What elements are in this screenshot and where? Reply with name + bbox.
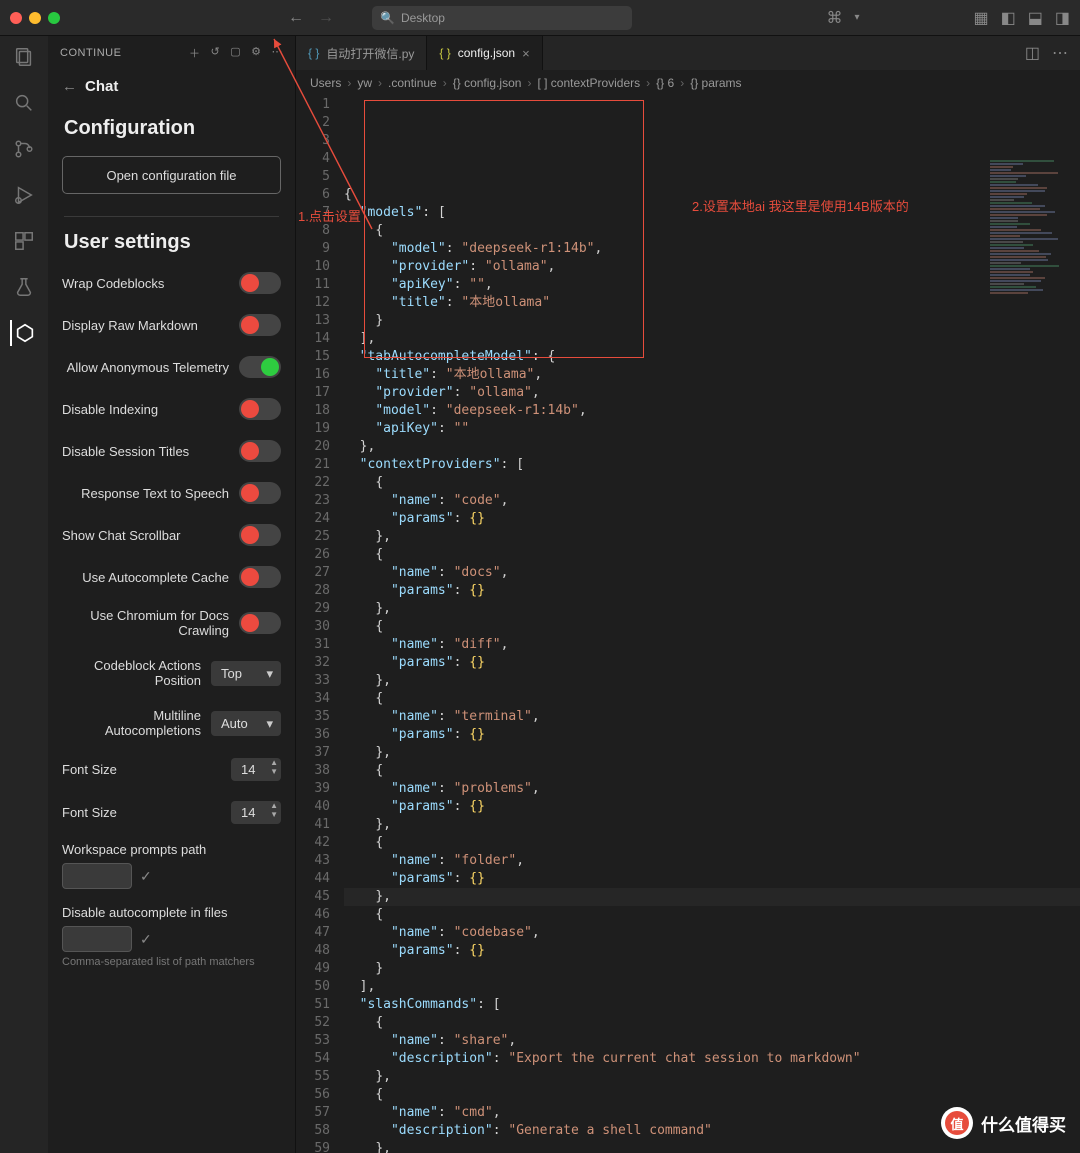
layout-grid-icon[interactable]: ▦: [974, 8, 989, 28]
back-chat-icon[interactable]: ←: [62, 78, 77, 95]
activity-bar: [0, 36, 48, 1153]
toggle-switch[interactable]: [239, 482, 281, 504]
open-config-button[interactable]: Open configuration file: [62, 156, 281, 194]
annotation-2: 2.设置本地ai 我这里是使用14B版本的: [692, 196, 909, 215]
continue-icon[interactable]: [10, 320, 36, 346]
file-icon: { }: [439, 46, 450, 60]
file-icon: { }: [308, 46, 319, 60]
forward-icon[interactable]: →: [318, 9, 334, 27]
editor-tab[interactable]: { } 自动打开微信.py: [296, 36, 427, 70]
search-activity-icon[interactable]: [11, 90, 37, 116]
watermark-badge-icon: 值: [941, 1107, 973, 1139]
setting-help: Comma-separated list of path matchers: [62, 956, 281, 968]
toggle-switch[interactable]: [239, 356, 281, 378]
setting-label: Codeblock Actions Position: [62, 658, 211, 688]
setting-label: Show Chat Scrollbar: [62, 528, 239, 543]
toggle-switch[interactable]: [239, 440, 281, 462]
setting-label: Display Raw Markdown: [62, 318, 239, 333]
user-settings-heading: User settings: [48, 217, 295, 262]
setting-label: Response Text to Speech: [62, 486, 239, 501]
close-window[interactable]: [10, 12, 22, 24]
panel-bottom-icon[interactable]: ⬓: [1028, 8, 1043, 28]
breadcrumb-item[interactable]: {} 6: [656, 76, 674, 90]
chat-title: Chat: [85, 78, 118, 95]
setting-label: Disable Indexing: [62, 402, 239, 417]
breadcrumb-item[interactable]: {} config.json: [453, 76, 522, 90]
toggle-switch[interactable]: [239, 314, 281, 336]
check-icon[interactable]: ✓: [140, 868, 152, 885]
panel-left-icon[interactable]: ◧: [1001, 8, 1016, 28]
titlebar: ← → 🔍 Desktop ⌘ ▾ ▦ ◧ ⬓ ◨: [0, 0, 1080, 36]
breadcrumb-item[interactable]: .continue: [388, 76, 437, 90]
breadcrumb-item[interactable]: yw: [357, 76, 372, 90]
select-dropdown[interactable]: Top: [211, 661, 281, 686]
gear-icon[interactable]: ⚙: [251, 45, 261, 61]
panel-right-icon[interactable]: ◨: [1055, 8, 1070, 28]
setting-label: Wrap Codeblocks: [62, 276, 239, 291]
breadcrumb[interactable]: Users›yw›.continue›{} config.json›[ ] co…: [296, 70, 1080, 96]
sidebar-title: CONTINUE: [60, 47, 121, 59]
editor-tab[interactable]: { } config.json ×: [427, 36, 542, 70]
toggle-switch[interactable]: [239, 524, 281, 546]
history-icon[interactable]: ↺: [211, 45, 221, 61]
split-editor-icon[interactable]: ◫: [1025, 43, 1040, 63]
setting-label: Allow Anonymous Telemetry: [62, 360, 239, 375]
tab-label: config.json: [458, 46, 515, 60]
breadcrumb-item[interactable]: {} params: [690, 76, 741, 90]
more-tab-icon[interactable]: ⋯: [1052, 43, 1068, 63]
window-controls: [10, 12, 60, 24]
setting-label: Use Chromium for Docs Crawling: [62, 608, 239, 638]
watermark: 值 什么值得买: [941, 1107, 1066, 1139]
editor-area: { } 自动打开微信.py { } config.json × ◫ ⋯ Users›yw…: [296, 36, 1080, 1153]
more-icon[interactable]: ⋯: [272, 45, 284, 61]
watermark-text: 什么值得买: [981, 1111, 1066, 1136]
breadcrumb-item[interactable]: [ ] contextProviders: [537, 76, 640, 90]
plus-icon[interactable]: ＋: [189, 45, 201, 61]
setting-label: Multiline Autocompletions: [62, 708, 211, 738]
debug-icon[interactable]: [11, 182, 37, 208]
config-heading: Configuration: [48, 103, 295, 148]
toggle-switch[interactable]: [239, 612, 281, 634]
search-icon: 🔍: [380, 11, 395, 25]
toggle-switch[interactable]: [239, 566, 281, 588]
command-center[interactable]: 🔍 Desktop: [372, 6, 632, 30]
extensions-icon[interactable]: [11, 228, 37, 254]
sidebar: CONTINUE ＋ ↺ ▢ ⚙ ⋯ ← Chat Configuration …: [48, 36, 296, 1153]
testing-icon[interactable]: [11, 274, 37, 300]
source-control-icon[interactable]: [11, 136, 37, 162]
copilot-icon[interactable]: ⌘: [826, 8, 842, 28]
search-label: Desktop: [401, 11, 445, 25]
setting-label: Disable Session Titles: [62, 444, 239, 459]
minimize-window[interactable]: [29, 12, 41, 24]
code-editor[interactable]: 1234567891011121314151617181920212223242…: [296, 96, 1080, 1153]
chevron-down-icon[interactable]: ▾: [854, 12, 859, 23]
toggle-switch[interactable]: [239, 398, 281, 420]
nav-arrows: ← →: [288, 9, 334, 27]
back-icon[interactable]: ←: [288, 9, 304, 27]
explorer-icon[interactable]: [11, 44, 37, 70]
setting-label: Use Autocomplete Cache: [62, 570, 239, 585]
select-dropdown[interactable]: Auto: [211, 711, 281, 736]
setting-label: Font Size: [62, 805, 231, 820]
setting-label: Font Size: [62, 762, 231, 777]
setting-label: Workspace prompts path: [62, 842, 281, 857]
text-input[interactable]: [62, 926, 132, 952]
setting-label: Disable autocomplete in files: [62, 905, 281, 920]
number-input[interactable]: 14▲▼: [231, 801, 281, 824]
check-icon[interactable]: ✓: [140, 931, 152, 948]
maximize-window[interactable]: [48, 12, 60, 24]
tab-bar: { } 自动打开微信.py { } config.json × ◫ ⋯: [296, 36, 1080, 70]
toggle-switch[interactable]: [239, 272, 281, 294]
tab-label: 自动打开微信.py: [326, 45, 414, 62]
annotation-1: 1.点击设置: [298, 206, 361, 225]
breadcrumb-item[interactable]: Users: [310, 76, 341, 90]
text-input[interactable]: [62, 863, 132, 889]
close-tab-icon[interactable]: ×: [522, 46, 530, 61]
box-icon[interactable]: ▢: [230, 45, 241, 61]
number-input[interactable]: 14▲▼: [231, 758, 281, 781]
